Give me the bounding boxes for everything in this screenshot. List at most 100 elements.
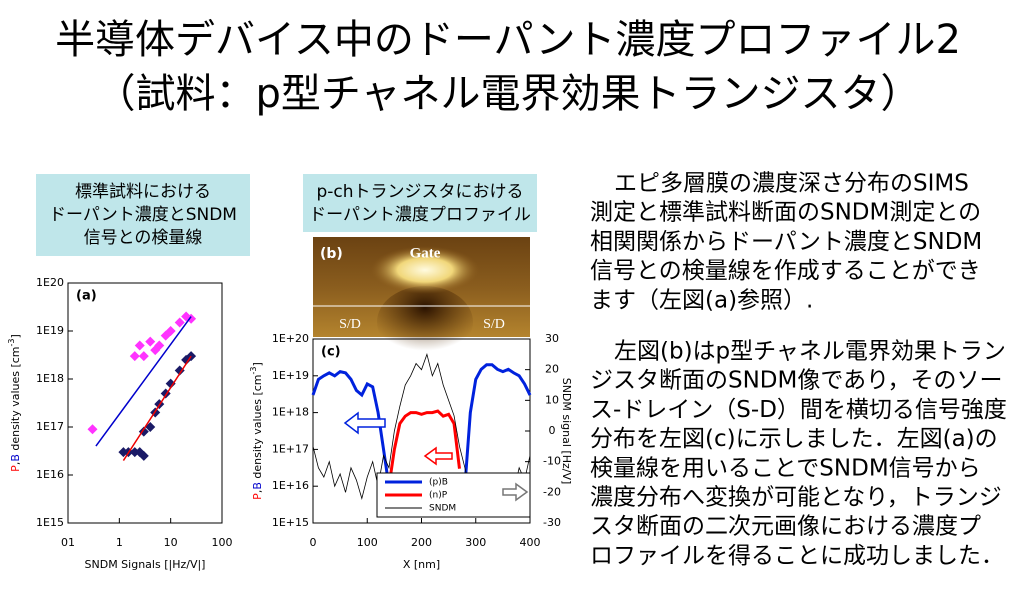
scatter-point (138, 351, 149, 362)
body-line: 濃度分布へ変換が可能となり，トランジ (590, 485, 1002, 511)
scatter-point (87, 424, 98, 435)
y2-tick-label: 30 (545, 332, 559, 345)
scatter-point (174, 317, 185, 328)
scatter-point (186, 313, 197, 324)
caption-line: ドーパント濃度とSNDM (49, 205, 237, 225)
y-axis-label: P,B density values [cm-3] (249, 362, 264, 500)
caption-box (303, 174, 537, 232)
y-tick-label: 1E17 (36, 420, 64, 433)
body-text: エピ多層膜の濃度深さ分布のSIMS 測定と標準試料断面のSNDM測定との相関関係か… (590, 171, 1007, 569)
plot-frame (67, 282, 223, 524)
x-tick-label: 0 (310, 536, 317, 549)
y2-tick-label: -20 (543, 485, 561, 498)
body-line: 測定と標準試料断面のSNDM測定との (590, 200, 981, 226)
caption-box (36, 174, 250, 256)
y-axis-label-part: -3 (7, 338, 16, 346)
body-line: 検量線を用いることでSNDM信号から (590, 455, 981, 481)
chart-a: 01 1 10 100 1E15 1E16 1E17 1E18 1E19 1E20 (a) SNDM … (7, 276, 233, 571)
x-axis-label: SNDM Signals [|Hz/V|] (85, 558, 206, 571)
y-tick-label: 1E18 (36, 372, 64, 385)
body-line: 分布を左図(c)に示しました．左図(a)の (590, 426, 998, 452)
title-line: 半導体デバイス中のドーパント濃度プロファイル2 (55, 17, 961, 63)
image-gate (370, 246, 480, 294)
caption-line: 信号との検量線 (84, 228, 203, 248)
title-line: （試料：p型チャネル電界効果トランジスタ） (96, 71, 921, 117)
scatter-point (145, 336, 156, 347)
scatter-point (145, 422, 156, 432)
body-line: ジスタ断面のSNDM像であり，そのソー (590, 368, 1003, 394)
body-line: スタ断面の二次元画像における濃度プ (590, 514, 981, 540)
y-axis-label-part: density values [cm (9, 346, 22, 454)
arrow (343, 411, 386, 435)
image-label: (b) (320, 246, 343, 262)
x-tick-label: 01 (61, 536, 75, 549)
y-tick-label: 1E16 (36, 468, 64, 481)
scatter-point (174, 365, 185, 376)
y-tick-label: 1E+19 (272, 369, 309, 382)
body-line: ロファイルを得ることに成功しました． (590, 543, 1004, 569)
x-tick-label: 100 (357, 536, 378, 549)
y-tick-label: 1E15 (36, 516, 64, 529)
image-channel (377, 286, 473, 358)
body-line: エピ多層膜の濃度深さ分布のSIMS (614, 171, 969, 197)
y-axis-label-part: B (9, 454, 22, 462)
x-tick-label: 200 (411, 536, 432, 549)
drain-label: S/D (483, 317, 505, 332)
x-tick-label: 400 (520, 536, 541, 549)
y-axis-label-part: -3 (249, 366, 258, 374)
arrow (502, 482, 529, 502)
body-line: 信号との検量線を作成することができ (590, 258, 981, 284)
y-axis-label-part: , (9, 462, 22, 466)
x-tick-label: 1 (116, 536, 123, 549)
y-tick-label: 1E19 (36, 324, 64, 337)
afm-image: (b) Gate S/D S/D (313, 237, 530, 358)
y-tick-label: 1E+18 (272, 406, 309, 419)
y2-tick-label: 20 (545, 363, 559, 376)
body-line: ます（左図(a)参照）. (590, 287, 813, 313)
scatter-point (134, 340, 145, 351)
y-axis-label-part: P (9, 465, 22, 472)
chart-panel-label: (c) (321, 345, 341, 360)
scatter-point (138, 450, 149, 461)
y-axis-label-part: ] (251, 362, 264, 366)
body-line: 相関関係からドーパント濃度とSNDM (590, 229, 982, 255)
y-tick-label: 1E+15 (272, 516, 309, 529)
fit-line (95, 316, 192, 447)
legend-label: (n)P (429, 491, 448, 501)
scatter-point (129, 351, 140, 362)
scatter-point (165, 326, 176, 336)
arrow (423, 446, 453, 466)
x-tick-label: 10 (164, 536, 178, 549)
caption-line: 標準試料における (75, 182, 211, 202)
gate-label: Gate (410, 245, 441, 261)
body-line: ス-ドレイン（S-D）間を横切る信号強度 (590, 397, 1007, 423)
y-tick-label: 1E+20 (272, 332, 309, 345)
data-line (311, 363, 532, 487)
data-line (387, 409, 461, 487)
source-label: S/D (339, 317, 361, 332)
legend-label: (p)B (429, 478, 448, 488)
body-line: 左図(b)はp型チャネル電界効果トラン (614, 339, 1006, 365)
y2-axis-label: SNDM signal [Hz/V] (560, 378, 573, 485)
y2-tick-label: -30 (543, 516, 561, 529)
y2-tick-label: 10 (545, 393, 559, 406)
y2-tick-label: 0 (549, 424, 556, 437)
y-axis-label-part: , (251, 490, 264, 494)
x-axis-label: X [nm] (403, 558, 440, 571)
legend-label: SNDM (429, 504, 456, 514)
y-tick-label: 1E+16 (272, 479, 309, 492)
scatter-point (154, 340, 165, 351)
y-axis-label-part: B (251, 482, 264, 490)
x-tick-label: 100 (212, 536, 233, 549)
y-axis-label-part: ] (9, 334, 22, 338)
caption-line: p-chトランジスタにおける (316, 182, 523, 202)
y-axis-label: P,B density values [cm-3] (7, 334, 22, 472)
annotation-arrows (343, 411, 529, 502)
fit-line (122, 355, 192, 461)
y-tick-label: 1E20 (36, 276, 64, 289)
y2-tick-label: -10 (543, 455, 561, 468)
y-axis-label-part: P (251, 493, 264, 500)
x-tick-label: 300 (465, 536, 486, 549)
chart-panel-label: (a) (76, 289, 97, 304)
